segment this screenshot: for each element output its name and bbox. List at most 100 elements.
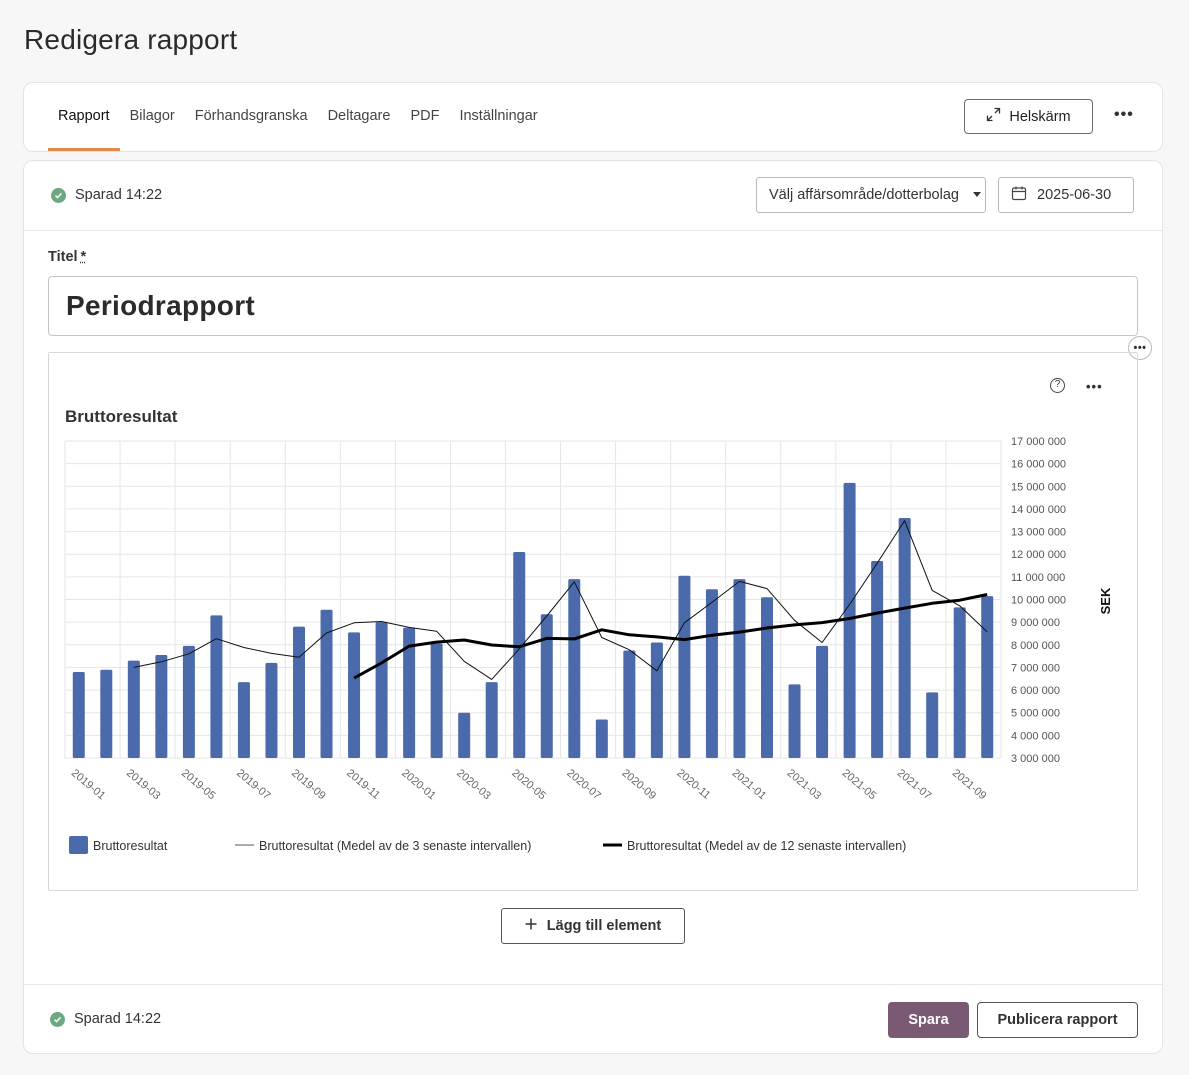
tab-rapport[interactable]: Rapport bbox=[48, 83, 120, 151]
bar bbox=[348, 632, 361, 758]
bar bbox=[210, 615, 223, 758]
element-menu-button[interactable]: ••• bbox=[1128, 336, 1152, 360]
x-tick-label: 2021-03 bbox=[785, 767, 824, 802]
saved-status-footer: Sparad 14:22 bbox=[50, 1011, 161, 1027]
bar bbox=[237, 682, 250, 758]
chart-title: Bruttoresultat bbox=[65, 407, 178, 426]
bar bbox=[843, 482, 856, 758]
bar bbox=[458, 712, 471, 758]
legend-label: Bruttoresultat (Medel av de 12 senaste i… bbox=[627, 839, 906, 853]
x-tick-label: 2019-05 bbox=[179, 767, 218, 802]
required-marker: * bbox=[80, 249, 87, 265]
saved-label: Sparad 14:22 bbox=[75, 187, 163, 203]
add-element-button[interactable]: Lägg till element bbox=[501, 908, 685, 944]
y-tick-label: 15 000 000 bbox=[1011, 481, 1066, 493]
editor-topbar: Sparad 14:22 Välj affärsområde/dotterbol… bbox=[24, 161, 1162, 231]
bar bbox=[981, 596, 994, 758]
check-circle-icon bbox=[51, 187, 66, 203]
save-button[interactable]: Spara bbox=[888, 1002, 969, 1038]
y-tick-label: 13 000 000 bbox=[1011, 527, 1066, 539]
y-tick-label: 5 000 000 bbox=[1011, 708, 1060, 720]
date-value: 2025-06-30 bbox=[1037, 187, 1112, 203]
bar bbox=[871, 561, 884, 758]
bar bbox=[320, 609, 333, 758]
bar bbox=[485, 682, 498, 758]
report-editor: Sparad 14:22 Välj affärsområde/dotterbol… bbox=[23, 160, 1163, 1054]
chart-element: ? ••• Bruttoresultat 3 000 000 4 000 000 5… bbox=[48, 352, 1138, 891]
bar bbox=[816, 645, 829, 758]
bar bbox=[540, 614, 553, 758]
x-tick-label: 2020-05 bbox=[509, 767, 548, 802]
y-tick-label: 12 000 000 bbox=[1011, 549, 1066, 561]
bar bbox=[761, 597, 773, 758]
x-tick-label: 2020-09 bbox=[619, 767, 658, 802]
more-dots-icon[interactable]: ••• bbox=[1086, 379, 1103, 394]
check-circle-icon bbox=[50, 1011, 65, 1027]
help-circle-icon[interactable]: ? bbox=[1050, 378, 1065, 393]
line-series-3m-avg bbox=[133, 520, 988, 680]
y-tick-label: 8 000 000 bbox=[1011, 640, 1060, 652]
bar bbox=[650, 642, 663, 758]
x-tick-label: 2021-01 bbox=[730, 767, 769, 802]
bar bbox=[678, 575, 691, 758]
bar bbox=[72, 671, 85, 758]
y-tick-label: 3 000 000 bbox=[1011, 753, 1060, 765]
bar bbox=[127, 660, 140, 758]
date-field[interactable]: 2025-06-30 bbox=[998, 177, 1134, 213]
more-dots-icon[interactable]: ••• bbox=[1114, 106, 1134, 123]
saved-status: Sparad 14:22 bbox=[51, 187, 162, 203]
tab-bar: Rapport Bilagor Förhandsgranska Deltagar… bbox=[48, 83, 548, 151]
bar bbox=[705, 589, 718, 758]
x-tick-label: 2020-11 bbox=[674, 767, 712, 802]
bar bbox=[733, 579, 746, 758]
tab-installningar[interactable]: Inställningar bbox=[459, 108, 538, 124]
y-tick-label: 4 000 000 bbox=[1011, 730, 1060, 742]
publish-report-button[interactable]: Publicera rapport bbox=[977, 1002, 1138, 1038]
fullscreen-label: Helskärm bbox=[1009, 108, 1071, 125]
bar bbox=[568, 579, 581, 758]
bar bbox=[375, 622, 388, 758]
tab-forhandsgranska[interactable]: Förhandsgranska bbox=[194, 108, 308, 124]
x-tick-label: 2021-07 bbox=[895, 767, 934, 802]
plus-icon bbox=[525, 918, 537, 934]
y-tick-label: 7 000 000 bbox=[1011, 662, 1060, 674]
line-series-12m-avg bbox=[353, 593, 988, 680]
bar bbox=[898, 517, 911, 758]
editor-footer: Sparad 14:22 Spara Publicera rapport bbox=[24, 984, 1162, 1054]
bruttoresultat-chart: 3 000 000 4 000 000 5 000 000 6 000 000 7 00… bbox=[64, 436, 1113, 854]
fullscreen-button[interactable]: Helskärm bbox=[964, 99, 1093, 134]
bar bbox=[293, 626, 305, 758]
y-axis-label: SEK bbox=[1098, 587, 1113, 614]
y-tick-label: 10 000 000 bbox=[1011, 595, 1066, 607]
expand-arrows-icon bbox=[986, 107, 1001, 126]
business-area-placeholder: Välj affärsområde/dotterbolag bbox=[769, 187, 959, 203]
bar bbox=[265, 662, 278, 758]
bar bbox=[595, 719, 608, 758]
add-element-label: Lägg till element bbox=[546, 918, 662, 934]
y-tick-label: 9 000 000 bbox=[1011, 617, 1060, 629]
bar bbox=[100, 669, 113, 758]
saved-label: Sparad 14:22 bbox=[74, 1011, 162, 1027]
tabs-card: Rapport Bilagor Förhandsgranska Deltagar… bbox=[23, 82, 1163, 152]
chevron-down-icon bbox=[973, 192, 981, 197]
x-tick-label: 2019-03 bbox=[124, 767, 163, 802]
bar bbox=[788, 684, 801, 758]
bar bbox=[953, 607, 966, 758]
title-field-label: Titel * bbox=[48, 249, 86, 265]
y-tick-label: 11 000 000 bbox=[1011, 572, 1065, 584]
business-area-select[interactable]: Välj affärsområde/dotterbolag bbox=[756, 177, 986, 213]
x-tick-label: 2019-11 bbox=[344, 767, 382, 802]
y-tick-label: 16 000 000 bbox=[1011, 459, 1066, 471]
tab-deltagare[interactable]: Deltagare bbox=[327, 108, 391, 124]
x-tick-label: 2021-05 bbox=[840, 767, 879, 802]
x-tick-label: 2019-01 bbox=[69, 767, 108, 802]
x-tick-label: 2020-07 bbox=[564, 767, 603, 802]
bar bbox=[403, 627, 416, 758]
page-title: Redigera rapport bbox=[24, 24, 238, 55]
title-input[interactable]: Periodrapport bbox=[48, 276, 1138, 336]
legend-label: Bruttoresultat bbox=[93, 839, 168, 853]
legend-swatch-bar bbox=[69, 836, 88, 854]
tab-pdf[interactable]: PDF bbox=[410, 108, 440, 124]
x-tick-label: 2019-07 bbox=[234, 767, 273, 802]
tab-bilagor[interactable]: Bilagor bbox=[129, 108, 175, 124]
